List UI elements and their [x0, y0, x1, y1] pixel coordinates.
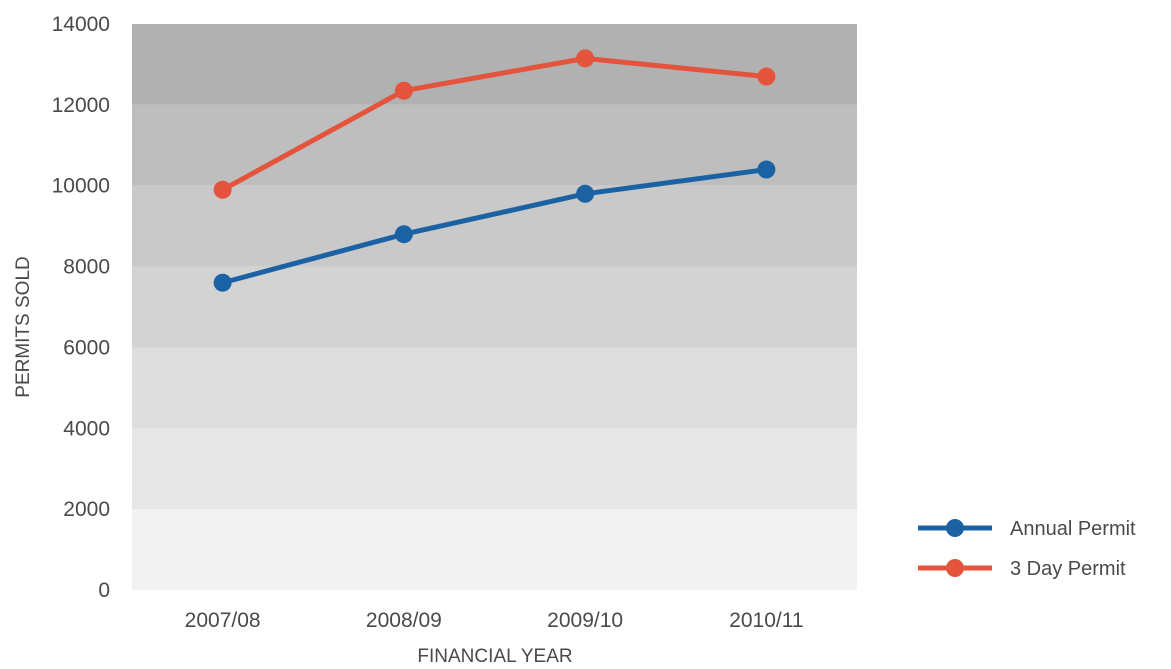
- data-point: [757, 160, 776, 179]
- series-1: [213, 160, 776, 292]
- data-point: [213, 273, 232, 292]
- grid-band: [132, 24, 857, 105]
- y-tick-label: 6000: [63, 336, 110, 359]
- legend-item: 3 Day Permit: [918, 558, 1126, 580]
- y-tick-label: 12000: [52, 94, 110, 117]
- y-tick-label: 8000: [63, 256, 110, 279]
- y-tick-label: 4000: [63, 417, 110, 440]
- series-line: [220, 55, 769, 193]
- grid-band: [132, 509, 857, 590]
- y-tick-label: 14000: [52, 13, 110, 36]
- background-bands: [132, 24, 857, 590]
- y-tick-label: 10000: [52, 175, 110, 198]
- x-tick-label: 2008/09: [366, 609, 442, 632]
- y-axis-ticks: 0 2000 4000 6000 8000 10000 12000 14000: [52, 13, 110, 602]
- data-point: [576, 49, 595, 68]
- legend-swatch-marker: [946, 519, 964, 537]
- series-2: [213, 49, 776, 199]
- grid-band: [132, 428, 857, 510]
- data-point: [394, 225, 413, 244]
- data-point: [757, 67, 776, 86]
- legend-label: 3 Day Permit: [1010, 558, 1126, 580]
- legend-item: Annual Permit: [918, 518, 1136, 540]
- grid-band: [132, 185, 857, 267]
- y-tick-label: 0: [98, 579, 110, 602]
- x-tick-label: 2010/11: [729, 609, 803, 632]
- y-tick-label: 2000: [63, 498, 110, 521]
- x-tick-label: 2009/10: [547, 609, 623, 632]
- data-point: [213, 180, 232, 199]
- y-axis-label: PERMITS SOLD: [13, 256, 34, 397]
- data-point: [394, 81, 413, 100]
- series-lines: [213, 49, 776, 292]
- legend: Annual Permit 3 Day Permit: [918, 518, 1136, 580]
- x-tick-label: 2007/08: [185, 609, 261, 632]
- legend-label: Annual Permit: [1010, 518, 1136, 540]
- grid-band: [132, 347, 857, 429]
- series-line: [220, 167, 769, 286]
- legend-swatch-marker: [946, 559, 964, 577]
- data-point: [576, 184, 595, 203]
- x-axis-label: FINANCIAL YEAR: [417, 646, 572, 667]
- x-axis-ticks: 2007/08 2008/09 2009/10 2010/11: [185, 609, 804, 632]
- grid-band: [132, 266, 857, 348]
